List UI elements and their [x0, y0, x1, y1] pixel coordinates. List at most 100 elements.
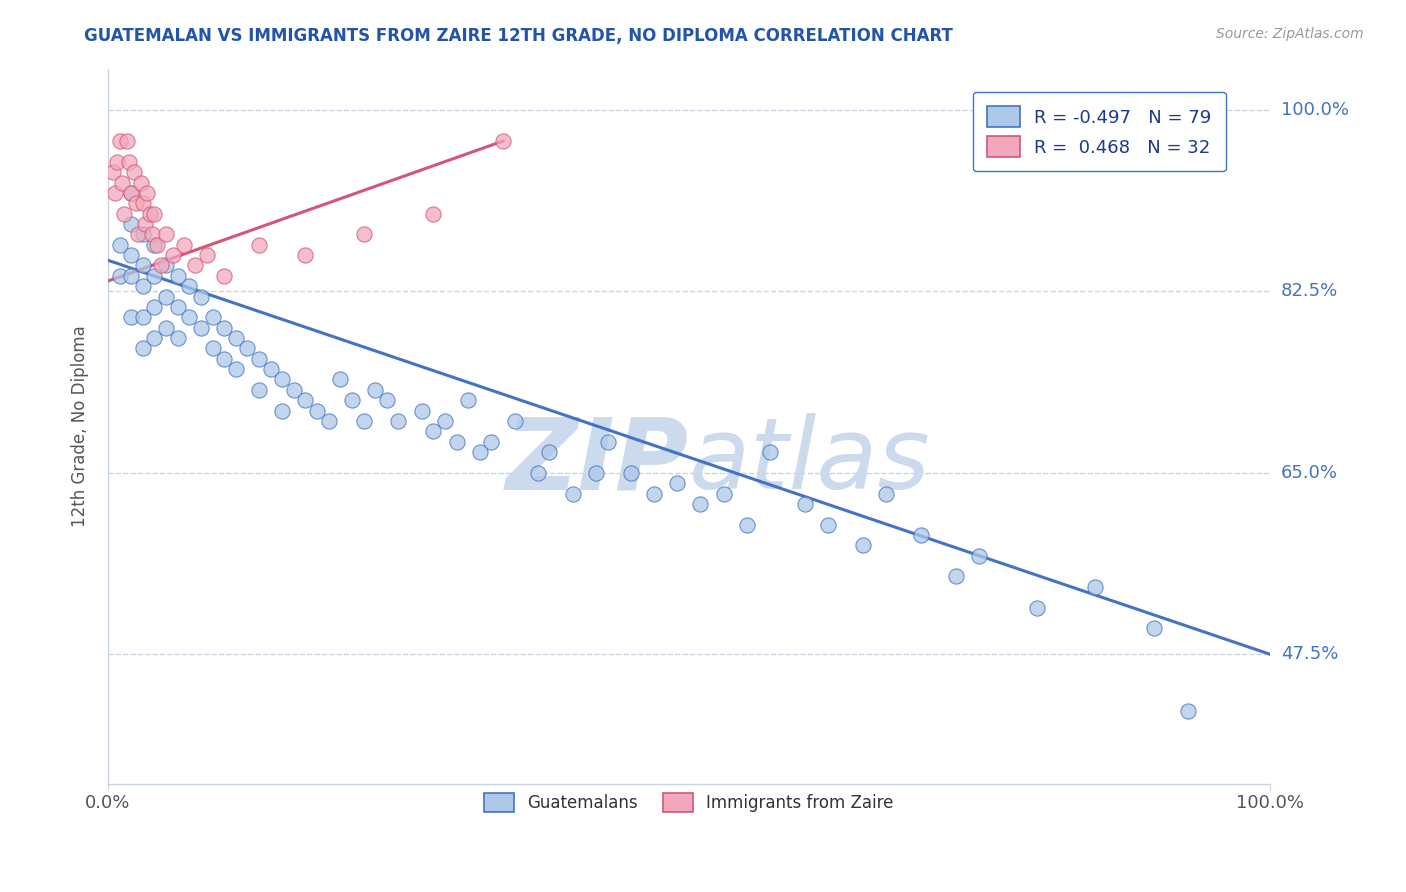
Point	[759, 445, 782, 459]
Point	[1177, 704, 1199, 718]
Point	[1142, 621, 1164, 635]
Point	[195, 248, 218, 262]
Text: 47.5%: 47.5%	[1281, 645, 1339, 663]
Point	[433, 414, 456, 428]
Point	[643, 486, 665, 500]
Point	[143, 300, 166, 314]
Legend: Guatemalans, Immigrants from Zaire: Guatemalans, Immigrants from Zaire	[471, 780, 907, 825]
Point	[225, 362, 247, 376]
Text: atlas: atlas	[689, 413, 931, 510]
Point	[1026, 600, 1049, 615]
Point	[479, 434, 502, 449]
Point	[120, 186, 142, 200]
Point	[141, 227, 163, 242]
Point	[155, 259, 177, 273]
Point	[294, 393, 316, 408]
Point	[259, 362, 281, 376]
Point	[132, 310, 155, 325]
Point	[129, 176, 152, 190]
Point	[666, 476, 689, 491]
Point	[735, 517, 758, 532]
Point	[108, 237, 131, 252]
Text: 82.5%: 82.5%	[1281, 283, 1339, 301]
Point	[247, 237, 270, 252]
Point	[122, 165, 145, 179]
Point	[118, 154, 141, 169]
Point	[492, 134, 515, 148]
Point	[411, 403, 433, 417]
Point	[132, 342, 155, 356]
Point	[538, 445, 561, 459]
Point	[375, 393, 398, 408]
Point	[143, 207, 166, 221]
Point	[201, 342, 224, 356]
Point	[179, 310, 201, 325]
Point	[108, 268, 131, 283]
Point	[910, 528, 932, 542]
Point	[620, 466, 643, 480]
Text: ZIP: ZIP	[506, 413, 689, 510]
Point	[794, 497, 817, 511]
Point	[713, 486, 735, 500]
Point	[190, 320, 212, 334]
Point	[134, 217, 156, 231]
Point	[146, 237, 169, 252]
Point	[969, 549, 991, 563]
Point	[446, 434, 468, 449]
Point	[111, 176, 134, 190]
Point	[422, 425, 444, 439]
Point	[247, 351, 270, 366]
Point	[105, 154, 128, 169]
Point	[101, 165, 124, 179]
Point	[387, 414, 409, 428]
Point	[212, 351, 235, 366]
Point	[143, 237, 166, 252]
Point	[166, 331, 188, 345]
Point	[179, 279, 201, 293]
Point	[136, 186, 159, 200]
Point	[318, 414, 340, 428]
Point	[115, 134, 138, 148]
Point	[527, 466, 550, 480]
Point	[201, 310, 224, 325]
Text: 100.0%: 100.0%	[1281, 101, 1348, 119]
Point	[155, 320, 177, 334]
Point	[155, 289, 177, 303]
Point	[271, 372, 294, 386]
Point	[561, 486, 583, 500]
Point	[120, 268, 142, 283]
Point	[120, 186, 142, 200]
Point	[143, 268, 166, 283]
Point	[271, 403, 294, 417]
Point	[468, 445, 491, 459]
Point	[353, 227, 375, 242]
Text: GUATEMALAN VS IMMIGRANTS FROM ZAIRE 12TH GRADE, NO DIPLOMA CORRELATION CHART: GUATEMALAN VS IMMIGRANTS FROM ZAIRE 12TH…	[84, 27, 953, 45]
Point	[503, 414, 526, 428]
Point	[364, 383, 387, 397]
Point	[132, 227, 155, 242]
Point	[166, 268, 188, 283]
Point	[875, 486, 897, 500]
Point	[120, 248, 142, 262]
Point	[127, 227, 149, 242]
Point	[457, 393, 479, 408]
Point	[247, 383, 270, 397]
Point	[329, 372, 352, 386]
Point	[852, 538, 875, 552]
Point	[307, 403, 329, 417]
Point	[596, 434, 619, 449]
Point	[945, 569, 967, 583]
Point	[139, 207, 162, 221]
Point	[422, 207, 444, 221]
Point	[166, 300, 188, 314]
Point	[132, 196, 155, 211]
Point	[173, 237, 195, 252]
Point	[294, 248, 316, 262]
Y-axis label: 12th Grade, No Diploma: 12th Grade, No Diploma	[72, 326, 89, 527]
Point	[236, 342, 259, 356]
Point	[150, 259, 173, 273]
Point	[143, 331, 166, 345]
Point	[132, 279, 155, 293]
Point	[212, 268, 235, 283]
Text: Source: ZipAtlas.com: Source: ZipAtlas.com	[1216, 27, 1364, 41]
